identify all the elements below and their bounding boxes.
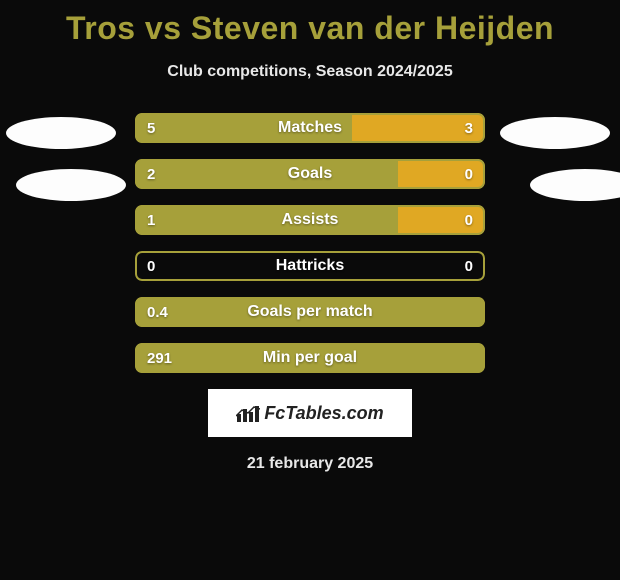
brand-logo[interactable]: FcTables.com [208,389,412,437]
stat-bar: Hattricks0 0 [135,251,485,281]
stat-bar-label: Goals per match [135,297,485,327]
stat-bar: Assists1 0 [135,205,485,235]
stat-bar-right-value: 0 [465,251,473,281]
stat-bar-left-value: 0.4 [147,297,168,327]
stat-bar-left-value: 5 [147,113,155,143]
player-left-avatar-mid [16,169,126,201]
stat-bar-left-value: 291 [147,343,172,373]
subtitle: Club competitions, Season 2024/2025 [0,63,620,81]
comparison-area: Matches53Goals20Assists10Hattricks00Goal… [0,113,620,473]
stat-bar-label: Matches [135,113,485,143]
stat-bar: Min per goal291 [135,343,485,373]
stat-bar-label: Goals [135,159,485,189]
stat-bar-left-value: 0 [147,251,155,281]
stat-bar-right-value: 0 [465,205,473,235]
stat-bar-label: Assists [135,205,485,235]
stat-bar: Matches5 3 [135,113,485,143]
brand-logo-text: FcTables.com [264,403,383,424]
stat-bar-right-value: 3 [465,113,473,143]
stat-bar-left-value: 1 [147,205,155,235]
stat-bar-label: Hattricks [135,251,485,281]
stat-bar-right-value: 0 [465,159,473,189]
stat-bar: Goals2 0 [135,159,485,189]
date-label: 21 february 2025 [0,455,620,473]
page-title: Tros vs Steven van der Heijden [0,0,620,47]
player-left-avatar-top [6,117,116,149]
stat-bar-label: Min per goal [135,343,485,373]
stat-bar-left-value: 2 [147,159,155,189]
stat-bar: Goals per match0.4 [135,297,485,327]
player-right-avatar-top [500,117,610,149]
stat-bars: Matches53Goals20Assists10Hattricks00Goal… [135,113,485,373]
player-right-avatar-mid [530,169,620,201]
chart-icon [236,404,260,422]
